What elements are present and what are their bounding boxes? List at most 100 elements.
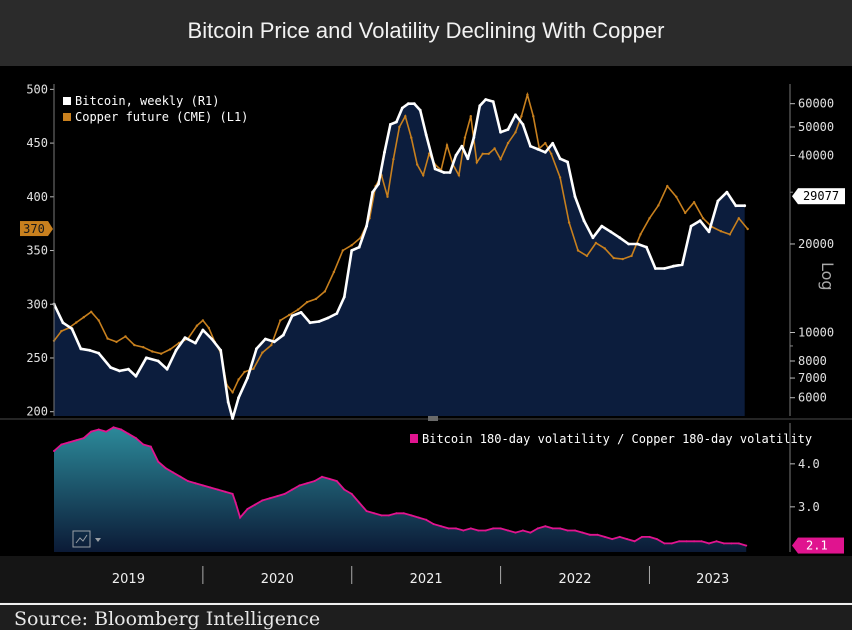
volatility-point	[291, 488, 294, 491]
volatility-point	[60, 443, 63, 446]
volatility-point	[134, 437, 137, 440]
copper-point	[506, 141, 510, 145]
volatility-point	[507, 529, 509, 532]
copper-point	[422, 174, 425, 177]
bitcoin-point	[551, 141, 555, 145]
bitcoin-point	[698, 219, 702, 223]
title-bar: Bitcoin Price and Volatility Declining W…	[0, 0, 852, 67]
copper-point	[124, 335, 127, 338]
bitcoin-point	[118, 369, 121, 373]
volatility-point	[343, 488, 346, 491]
copper-point	[75, 321, 78, 324]
volatility-point	[335, 480, 338, 483]
copper-point	[160, 352, 163, 355]
chart-type-toggle[interactable]	[72, 530, 101, 548]
copper-point	[463, 136, 467, 139]
volatility-point	[67, 441, 70, 444]
bitcoin-point	[484, 98, 488, 101]
volatility-point	[454, 527, 457, 530]
bitcoin-point	[290, 314, 294, 318]
right-axis-tick-label: 20000	[798, 237, 834, 251]
bitcoin-point	[529, 144, 532, 148]
bitcoin-point	[566, 160, 569, 164]
volatility-point	[187, 480, 189, 483]
bitcoin-point	[506, 128, 510, 131]
bitcoin-point	[281, 333, 285, 337]
copper-point	[558, 176, 562, 179]
volatility-point	[693, 540, 696, 543]
copper-point	[115, 340, 118, 344]
bitcoin-current-value: 29077	[803, 189, 839, 203]
bitcoin-point	[418, 108, 422, 112]
bitcoin-point	[61, 321, 65, 325]
x-axis-band	[0, 556, 852, 602]
bitcoin-point	[400, 106, 404, 110]
copper-point	[445, 144, 449, 147]
volatility-point	[306, 482, 309, 485]
bitcoin-point	[654, 267, 657, 270]
volatility-point	[722, 542, 725, 545]
volatility-current-badge-pointer	[792, 537, 798, 554]
volatility-point	[298, 484, 301, 487]
panel-resize-handle[interactable]	[428, 416, 438, 421]
volatility-point	[216, 488, 219, 491]
volatility-point	[283, 492, 286, 495]
bitcoin-point	[521, 123, 525, 126]
copper-current-value: 370	[23, 222, 45, 236]
bitcoin-point	[97, 351, 101, 355]
volatility-point	[544, 525, 547, 528]
copper-point	[410, 136, 413, 139]
x-axis-tick-label: 2022	[558, 572, 591, 587]
volatility-point	[105, 430, 108, 433]
copper-point	[520, 115, 523, 118]
copper-point	[201, 319, 205, 322]
bitcoin-point	[383, 150, 386, 154]
bitcoin-legend-swatch	[63, 97, 71, 105]
right-axis-tick-label: 6000	[798, 391, 827, 405]
volatility-point	[447, 527, 450, 530]
volatility-point	[626, 538, 629, 541]
left-axis-tick-label: 250	[26, 351, 48, 365]
x-axis-tick-label: 2023	[696, 572, 729, 587]
copper-point	[737, 217, 740, 220]
volatility-point	[112, 426, 115, 429]
volatility-point	[246, 508, 249, 510]
bitcoin-point	[689, 224, 693, 228]
copper-point	[404, 115, 407, 118]
copper-point	[457, 174, 461, 177]
bitcoin-point	[558, 157, 562, 161]
copper-point	[493, 147, 496, 150]
copper-point	[612, 256, 615, 260]
copper-point	[237, 378, 240, 381]
volatility-point	[499, 527, 502, 530]
copper-point	[332, 270, 336, 274]
chart-type-icon[interactable]	[72, 530, 91, 548]
volatility-point	[350, 492, 353, 495]
volatility-point	[678, 540, 681, 543]
copper-point	[305, 300, 309, 304]
bitcoin-point	[433, 167, 437, 171]
bitcoin-point	[317, 320, 321, 323]
bitcoin-point	[478, 104, 482, 108]
copper-point	[231, 391, 234, 394]
copper-point	[323, 290, 327, 293]
volatility-point	[417, 516, 420, 519]
bitcoin-point	[201, 328, 205, 332]
bitcoin-point	[442, 171, 446, 174]
volatility-point	[149, 445, 152, 448]
copper-point	[270, 343, 273, 347]
volatility-point	[127, 432, 130, 435]
bitcoin-point	[543, 150, 547, 154]
volatility-point	[663, 542, 666, 545]
copper-point	[621, 257, 624, 261]
copper-point	[719, 230, 723, 233]
chevron-down-icon[interactable]	[95, 538, 101, 542]
bitcoin-point	[350, 249, 354, 252]
copper-point	[151, 350, 154, 353]
volatility-point	[641, 535, 643, 538]
volatility-point	[172, 471, 175, 474]
copper-point	[341, 249, 344, 252]
volatility-point	[462, 529, 465, 532]
volatility-legend-background	[405, 430, 785, 448]
